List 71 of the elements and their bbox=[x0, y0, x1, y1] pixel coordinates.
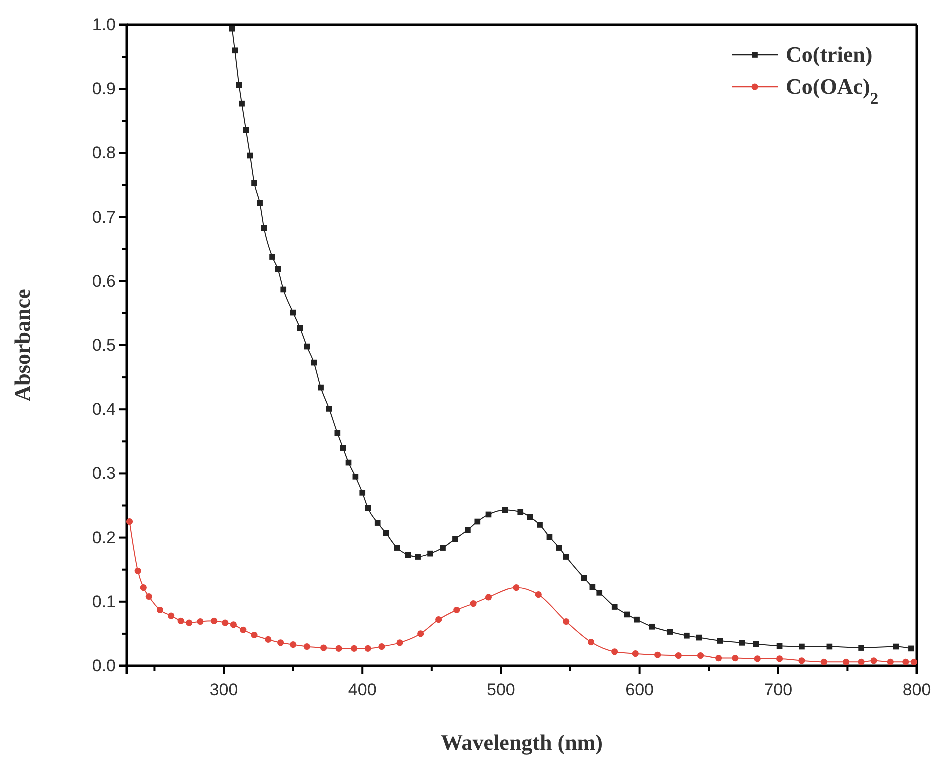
point bbox=[436, 616, 442, 624]
point bbox=[776, 656, 784, 662]
y-axis-title: Absorbance bbox=[10, 289, 35, 402]
y-tick-label: 0.5 bbox=[92, 336, 116, 355]
point bbox=[612, 648, 618, 656]
y-tick-label: 0.7 bbox=[92, 208, 116, 227]
point bbox=[732, 655, 739, 662]
y-tick-label: 1.0 bbox=[92, 15, 116, 34]
point bbox=[222, 620, 229, 626]
point bbox=[278, 640, 284, 646]
point bbox=[716, 655, 722, 662]
point bbox=[870, 658, 878, 664]
x-tick-label: 400 bbox=[348, 680, 377, 700]
point bbox=[146, 593, 152, 600]
y-tick-label: 0.1 bbox=[92, 592, 116, 612]
x-tick-label: 500 bbox=[487, 680, 516, 700]
y-tick-label: 0.8 bbox=[92, 144, 116, 163]
point bbox=[378, 643, 386, 650]
point bbox=[754, 656, 761, 662]
point bbox=[698, 652, 704, 660]
x-tick-label: 700 bbox=[764, 680, 793, 700]
point bbox=[320, 644, 328, 652]
point bbox=[290, 642, 297, 648]
point bbox=[902, 658, 910, 666]
point bbox=[186, 620, 193, 626]
point bbox=[675, 652, 682, 660]
legend-label: Co(OAc)$_{2}$ bbox=[786, 74, 879, 108]
point bbox=[820, 658, 828, 666]
point bbox=[910, 658, 918, 666]
point bbox=[197, 618, 204, 626]
point bbox=[470, 600, 477, 608]
point bbox=[632, 650, 639, 658]
point bbox=[454, 606, 460, 614]
point bbox=[265, 636, 272, 644]
point bbox=[418, 630, 424, 638]
point bbox=[843, 658, 850, 666]
point bbox=[230, 622, 238, 628]
point bbox=[336, 645, 342, 652]
point bbox=[211, 618, 218, 624]
point bbox=[563, 618, 570, 626]
point bbox=[485, 594, 492, 601]
y-tick-label: 0.3 bbox=[92, 464, 116, 484]
y-tick-label: 0.2 bbox=[92, 528, 116, 548]
point bbox=[588, 639, 595, 646]
legend-label: Co(trien) bbox=[786, 42, 873, 67]
point bbox=[798, 658, 806, 664]
x-tick-label: 300 bbox=[210, 680, 238, 700]
point bbox=[351, 645, 358, 652]
x-tick-label: 800 bbox=[902, 680, 932, 700]
point bbox=[858, 658, 865, 666]
y-tick-label: 0.4 bbox=[92, 400, 116, 420]
point bbox=[887, 658, 894, 666]
point bbox=[140, 584, 147, 592]
point bbox=[535, 592, 542, 598]
y-tick-label: 0.0 bbox=[92, 656, 116, 676]
x-tick-label: 600 bbox=[626, 680, 654, 700]
point bbox=[168, 612, 175, 620]
point bbox=[396, 640, 404, 646]
point bbox=[156, 606, 164, 614]
y-tick-label: 0.6 bbox=[92, 272, 116, 291]
point bbox=[240, 626, 247, 634]
point bbox=[654, 652, 662, 658]
x-axis-title: Wavelength (nm) bbox=[441, 730, 603, 755]
point bbox=[126, 518, 134, 526]
point bbox=[178, 618, 184, 624]
y-tick-label: 0.9 bbox=[92, 80, 116, 99]
point bbox=[513, 584, 520, 592]
point bbox=[251, 632, 258, 639]
point bbox=[304, 643, 310, 650]
point bbox=[134, 568, 142, 574]
point bbox=[364, 645, 372, 652]
